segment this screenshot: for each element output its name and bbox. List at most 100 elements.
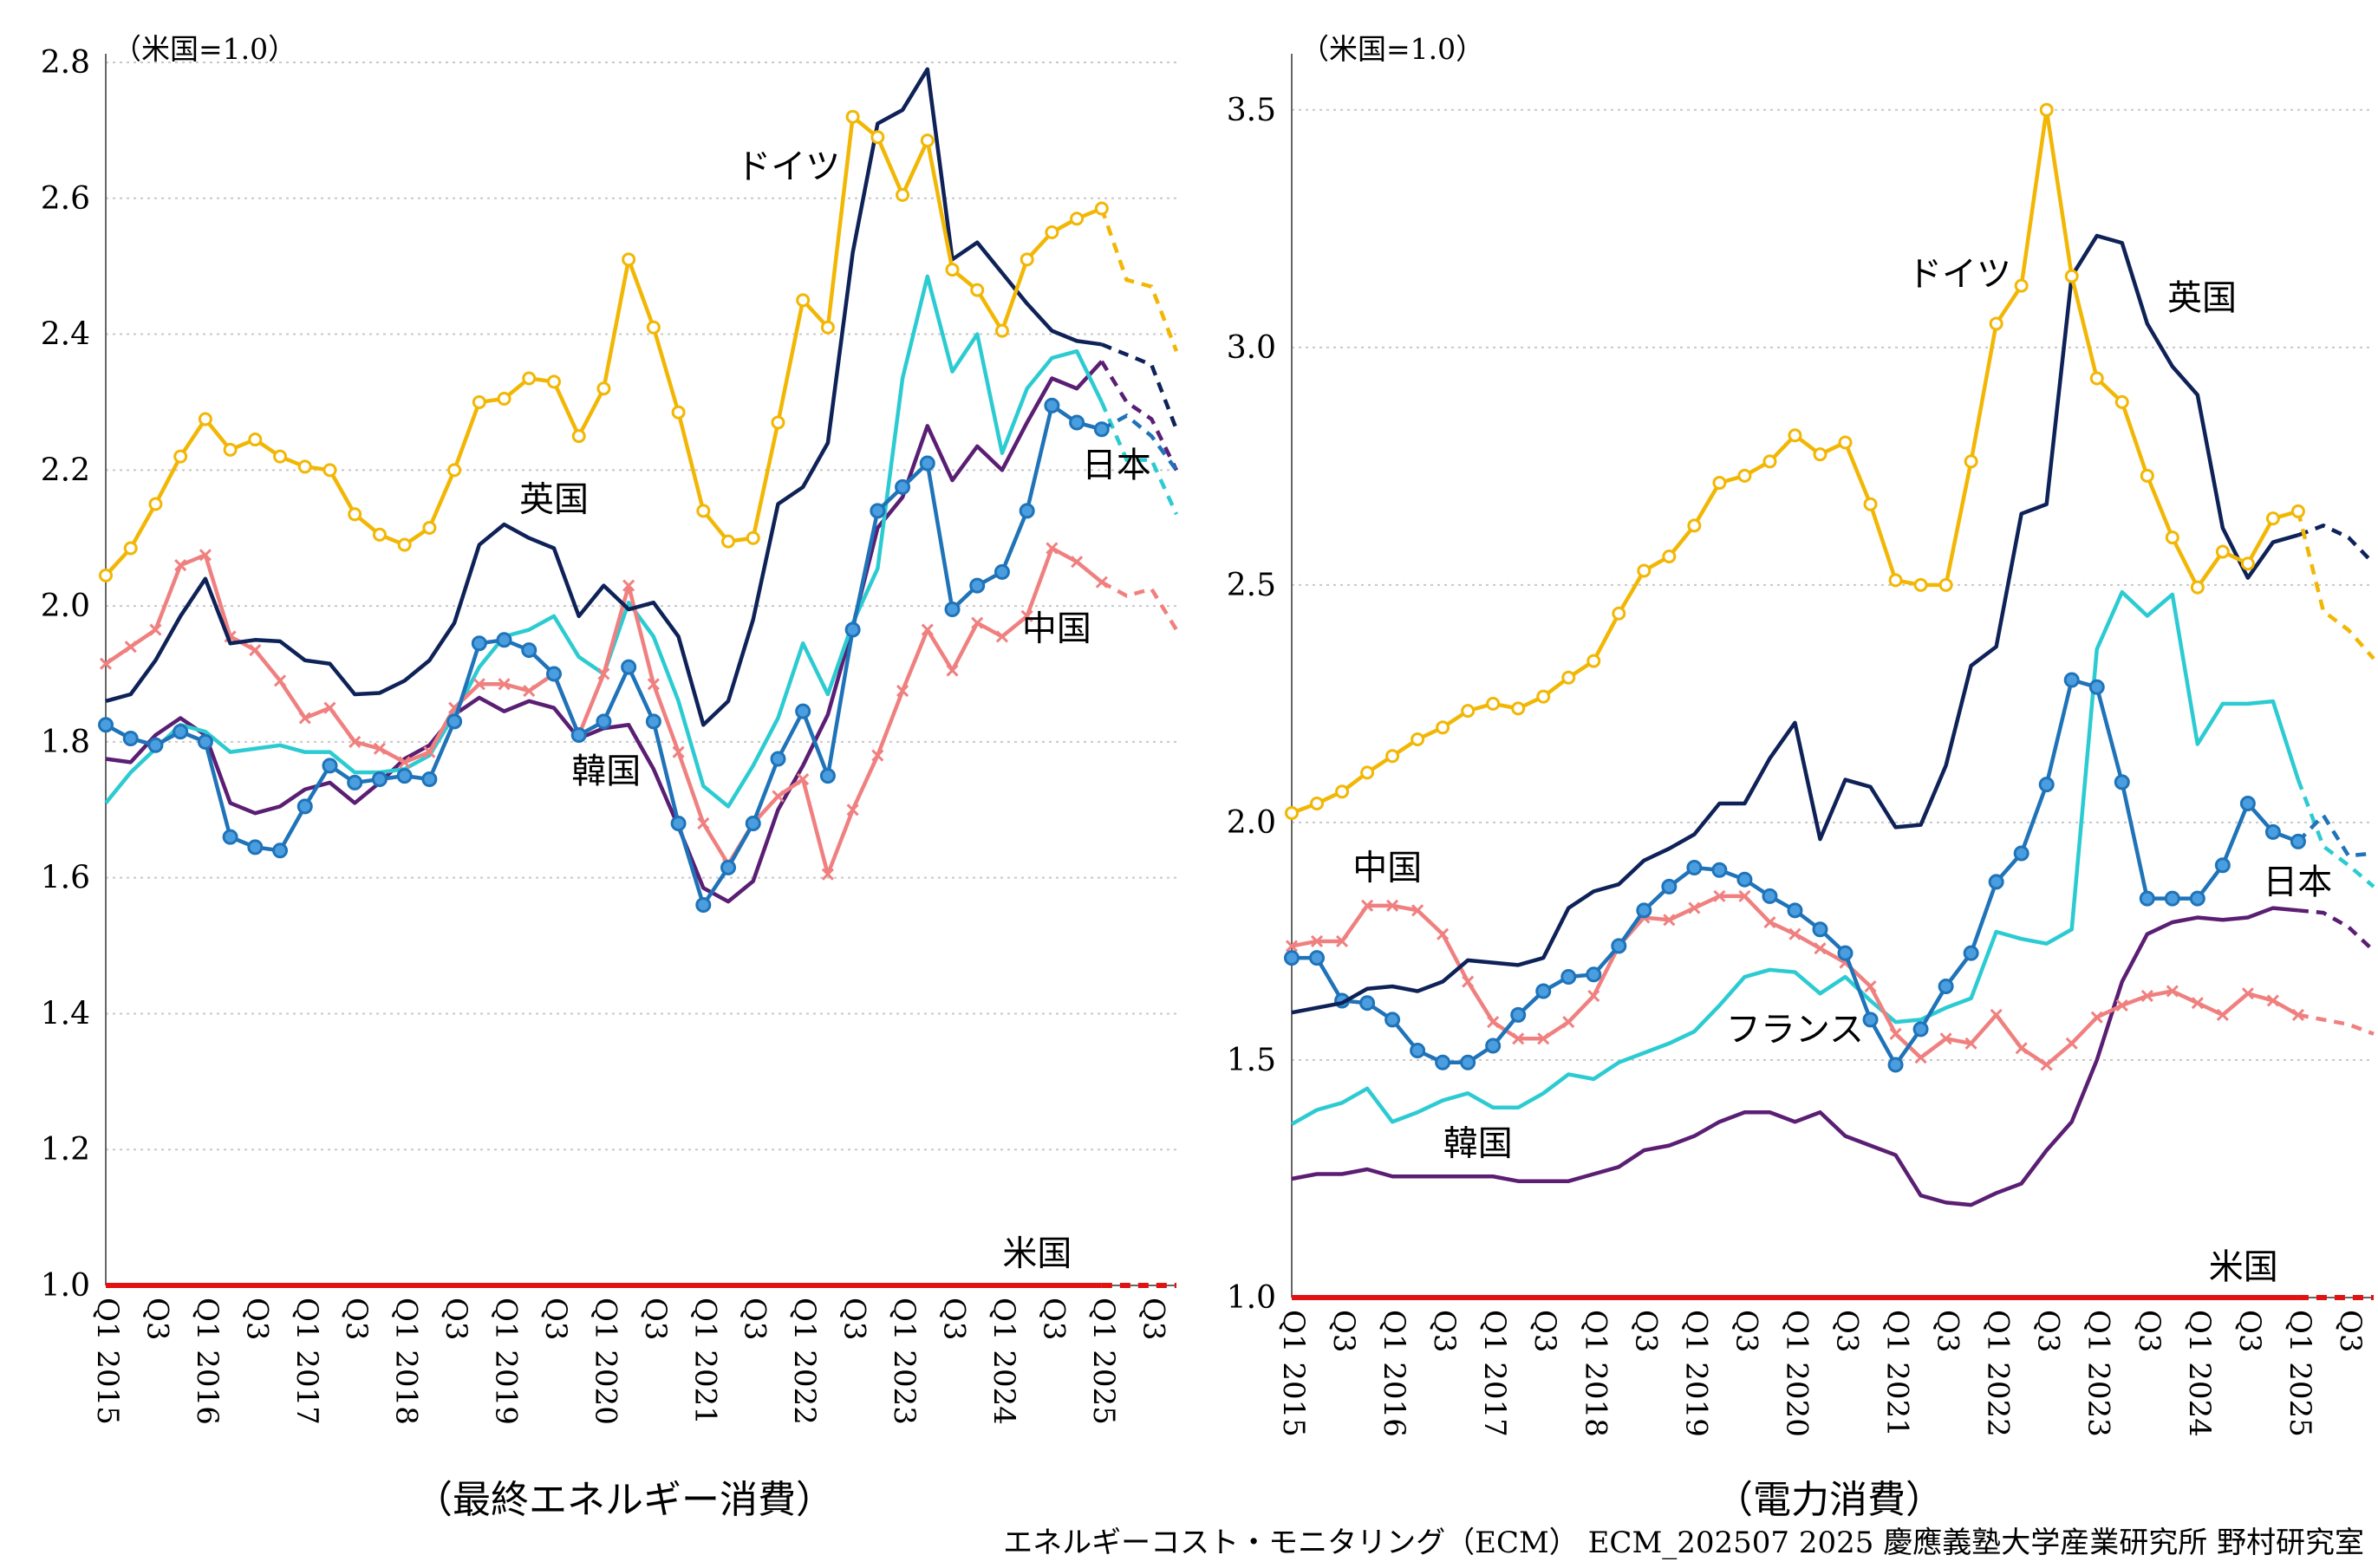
x-tick-label: Q1 2019	[489, 1298, 524, 1425]
data-point	[1788, 927, 1801, 940]
x-tick-label: Q1 2017	[290, 1298, 324, 1425]
series-label: ドイツ	[736, 146, 840, 186]
x-tick-label: Q3	[2333, 1310, 2368, 1353]
series-japan: 日本	[1284, 672, 2375, 1073]
data-point	[1736, 871, 1753, 888]
x-tick-label: Q3	[1628, 1310, 1663, 1353]
data-point	[2215, 544, 2230, 559]
y-tick-label: 1.8	[41, 725, 90, 760]
x-tick-label: Q1 2015	[1276, 1310, 1311, 1437]
data-point	[523, 685, 536, 698]
series-usa: 米国	[1292, 1247, 2374, 1300]
series-forecast-line	[1100, 580, 1178, 631]
data-point	[297, 459, 312, 474]
data-point	[2039, 102, 2054, 117]
data-point	[322, 463, 337, 478]
y-tick-label: 2.4	[41, 317, 90, 353]
data-point	[1384, 1012, 1401, 1028]
data-point	[1435, 1054, 1451, 1070]
series-label: 韓国	[1443, 1124, 1513, 1164]
data-point	[1586, 966, 1602, 983]
data-point	[296, 798, 313, 815]
data-point	[2189, 890, 2205, 907]
data-point	[695, 897, 712, 914]
data-point	[1285, 805, 1299, 820]
data-point	[1938, 577, 1953, 592]
series-line	[1290, 589, 2301, 1126]
y-tick-label: 1.2	[41, 1132, 90, 1168]
data-point	[173, 724, 189, 740]
data-point	[647, 678, 660, 691]
data-point	[1361, 899, 1374, 912]
data-point	[1888, 573, 1903, 588]
data-point	[323, 701, 336, 714]
data-point	[1046, 542, 1059, 555]
data-point	[1712, 476, 1727, 491]
data-point	[1461, 704, 1476, 719]
y-tick-label: 3.5	[1227, 93, 1276, 128]
x-tick-label: Q3	[1427, 1310, 1462, 1353]
series-uk: 英国	[1291, 233, 2375, 1015]
data-point	[2214, 857, 2231, 874]
data-point	[770, 751, 786, 767]
data-point	[1020, 609, 1033, 622]
data-point	[1285, 940, 1299, 953]
data-point	[1359, 995, 1376, 1012]
data-point	[397, 537, 412, 552]
x-tick-label: Q1 2024	[2182, 1310, 2217, 1437]
data-point	[1020, 252, 1034, 267]
x-tick-label: Q1 2022	[1981, 1310, 2016, 1437]
data-point	[1738, 889, 1751, 902]
data-point	[1762, 454, 1777, 469]
data-point	[1813, 447, 1827, 462]
data-point	[1094, 201, 1109, 216]
data-point	[1069, 414, 1085, 431]
data-point	[2139, 890, 2155, 907]
data-point	[1889, 1027, 1902, 1040]
data-point	[622, 252, 636, 267]
x-tick-label: Q1 2025	[1086, 1298, 1121, 1425]
series-label: 米国	[2209, 1247, 2278, 1287]
x-tick-label: Q3	[1830, 1310, 1865, 1353]
data-point	[844, 621, 861, 638]
data-point	[621, 659, 637, 675]
data-point	[1410, 1043, 1426, 1058]
data-point	[2291, 1008, 2304, 1021]
data-point	[1093, 421, 1110, 438]
series-forecast-line	[2297, 1012, 2375, 1036]
data-point	[1587, 989, 1600, 1003]
data-point	[1964, 1037, 1977, 1050]
data-point	[498, 678, 511, 691]
data-point	[222, 829, 238, 845]
data-point	[522, 371, 537, 386]
data-point	[1385, 749, 1400, 764]
data-point	[148, 497, 163, 511]
data-point	[1636, 902, 1652, 919]
series-forecast-line	[1099, 360, 1179, 472]
series-forecast-line	[1100, 413, 1178, 472]
data-point	[771, 415, 785, 430]
data-point	[1071, 556, 1084, 569]
data-point	[1662, 550, 1677, 563]
data-point	[1070, 211, 1085, 226]
series-forecast-line	[1099, 401, 1179, 516]
x-tick-label: Q1 2019	[1678, 1310, 1713, 1437]
data-point	[147, 737, 164, 753]
data-point	[1938, 979, 1954, 995]
data-point	[198, 412, 212, 426]
data-point	[2239, 796, 2256, 811]
y-tick-label: 3.0	[1227, 330, 1276, 366]
data-point	[721, 534, 736, 549]
data-point	[1436, 720, 1450, 735]
data-point	[1637, 563, 1652, 578]
data-point	[1586, 654, 1601, 668]
data-point	[821, 868, 834, 881]
panel-title: （最終エネルギー消費）	[414, 1478, 834, 1522]
x-tick-label: Q1 2022	[787, 1298, 822, 1425]
series-line	[1291, 107, 2299, 816]
data-point	[946, 664, 959, 677]
data-point	[921, 623, 934, 636]
data-point	[2038, 777, 2055, 793]
data-point	[1411, 904, 1424, 917]
